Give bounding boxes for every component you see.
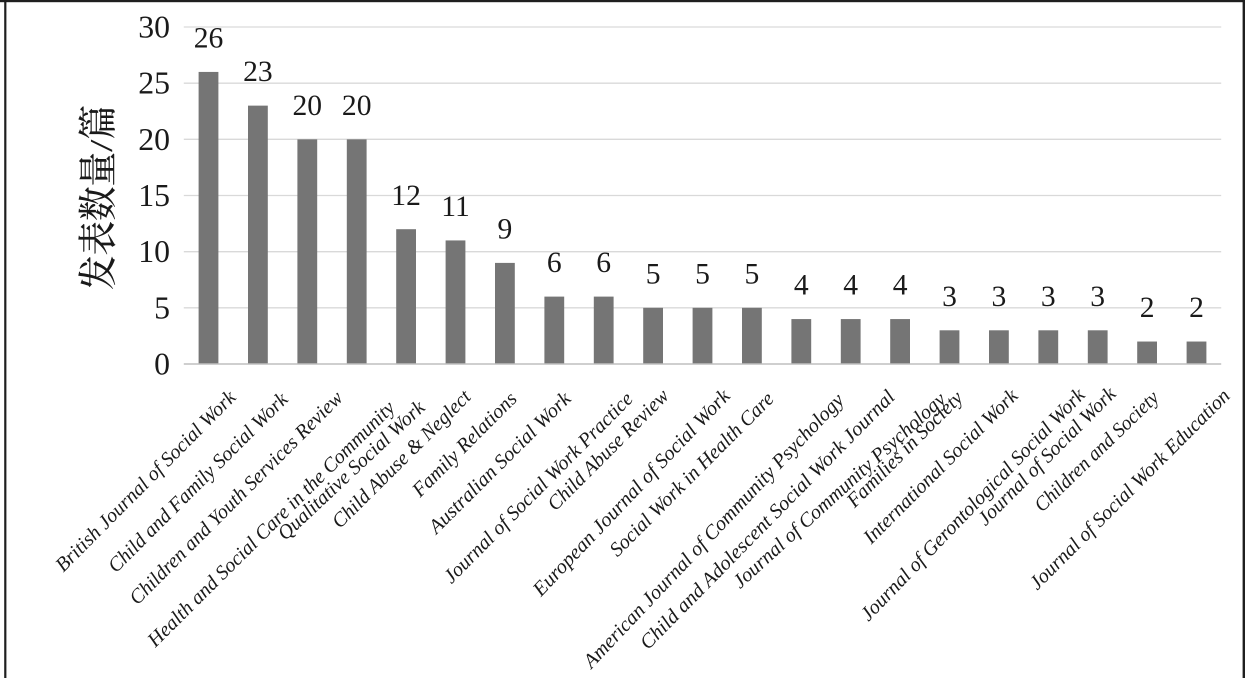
svg-text:3: 3 <box>992 281 1007 313</box>
svg-text:5: 5 <box>646 258 661 290</box>
svg-text:12: 12 <box>391 180 421 212</box>
svg-text:2: 2 <box>1140 292 1155 324</box>
svg-text:5: 5 <box>695 258 710 290</box>
svg-text:6: 6 <box>547 247 562 279</box>
svg-text:4: 4 <box>893 270 908 302</box>
svg-text:4: 4 <box>843 270 858 302</box>
svg-text:0: 0 <box>154 347 170 382</box>
svg-text:20: 20 <box>293 90 323 122</box>
svg-text:2: 2 <box>1189 292 1204 324</box>
svg-text:30: 30 <box>138 10 170 45</box>
svg-text:9: 9 <box>498 214 513 246</box>
svg-text:11: 11 <box>441 191 470 223</box>
svg-text:20: 20 <box>138 122 170 157</box>
svg-text:5: 5 <box>154 290 170 325</box>
svg-text:20: 20 <box>342 90 372 122</box>
svg-text:10: 10 <box>138 234 170 269</box>
svg-text:26: 26 <box>194 23 224 55</box>
svg-text:3: 3 <box>1090 281 1105 313</box>
svg-text:23: 23 <box>243 56 273 88</box>
svg-text:6: 6 <box>596 247 611 279</box>
svg-text:5: 5 <box>745 258 760 290</box>
svg-text:4: 4 <box>794 270 809 302</box>
svg-text:3: 3 <box>942 281 957 313</box>
svg-text:3: 3 <box>1041 281 1056 313</box>
svg-text:25: 25 <box>138 66 170 101</box>
svg-text:15: 15 <box>138 178 170 213</box>
